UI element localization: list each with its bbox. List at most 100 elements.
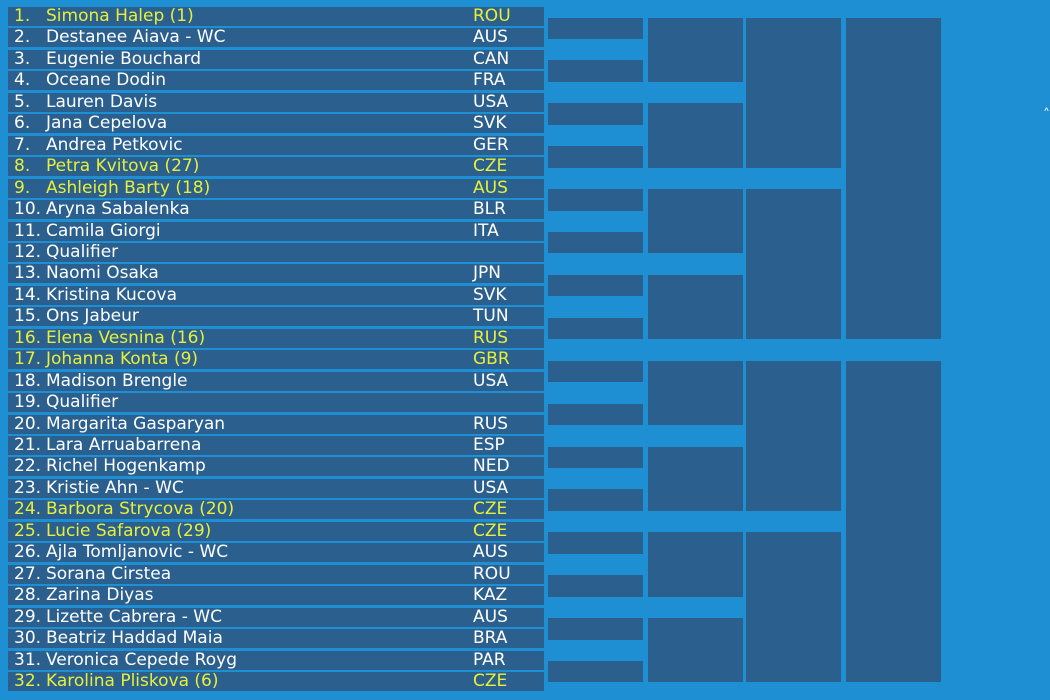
player-country: GBR bbox=[473, 349, 510, 370]
player-row: 7. Andrea Petkovic GER bbox=[8, 134, 544, 155]
player-name: Oceane Dodin bbox=[46, 70, 167, 91]
player-name: Lizette Cabrera - WC bbox=[46, 606, 222, 627]
player-country: JPN bbox=[473, 263, 501, 284]
player-number: 29. bbox=[14, 606, 42, 627]
bracket-match-round-2 bbox=[648, 274, 743, 340]
player-name: Ons Jabeur bbox=[46, 306, 139, 327]
edge-marker: ˄ bbox=[1043, 107, 1050, 123]
player-country: TUN bbox=[473, 306, 509, 327]
player-name: Richel Hogenkamp bbox=[46, 456, 206, 477]
bracket-match-round-1 bbox=[548, 575, 643, 597]
bracket-match-round-2 bbox=[648, 189, 743, 254]
bracket-match-round-2 bbox=[648, 360, 743, 426]
player-row: 14. Kristina Kucova SVK bbox=[8, 284, 544, 305]
player-number: 12. bbox=[14, 241, 42, 262]
player-row: 3. Eugenie Bouchard CAN bbox=[8, 48, 544, 69]
bracket-match-round-1 bbox=[548, 446, 643, 468]
player-row: 19. Qualifier bbox=[8, 392, 544, 413]
player-row: 29. Lizette Cabrera - WC AUS bbox=[8, 606, 544, 627]
player-number: 31. bbox=[14, 649, 42, 670]
player-number: 6. bbox=[14, 113, 31, 134]
bracket-match-round-1 bbox=[548, 146, 643, 168]
bracket-match-round-3 bbox=[746, 189, 841, 340]
player-name: Barbora Strycova (20) bbox=[46, 499, 235, 520]
player-name: Qualifier bbox=[46, 392, 119, 413]
bracket-match-round-2 bbox=[648, 618, 743, 683]
player-row: 27. Sorana Cirstea ROU bbox=[8, 563, 544, 584]
player-number: 15. bbox=[14, 306, 42, 327]
player-number: 16. bbox=[14, 327, 42, 348]
player-number: 23. bbox=[14, 477, 42, 498]
bracket-match-round-4 bbox=[846, 360, 941, 683]
player-name: Kristie Ahn - WC bbox=[46, 477, 184, 498]
player-number: 1. bbox=[14, 6, 31, 26]
bracket-match-round-3 bbox=[746, 360, 841, 511]
player-row: 28. Zarina Diyas KAZ bbox=[8, 585, 544, 606]
player-country: BRA bbox=[473, 628, 508, 649]
player-number: 5. bbox=[14, 91, 31, 112]
player-name: Lauren Davis bbox=[46, 91, 158, 112]
player-name: Sorana Cirstea bbox=[46, 563, 172, 584]
bracket-match-round-1 bbox=[548, 274, 643, 297]
player-row: 20. Margarita Gasparyan RUS bbox=[8, 413, 544, 434]
player-name: Aryna Sabalenka bbox=[46, 199, 190, 220]
player-country: USA bbox=[473, 370, 509, 391]
player-number: 10. bbox=[14, 199, 42, 220]
player-number: 26. bbox=[14, 542, 42, 563]
player-row: 11. Camila Giorgi ITA bbox=[8, 220, 544, 241]
player-name: Karolina Pliskova (6) bbox=[46, 670, 219, 691]
player-country: KAZ bbox=[473, 585, 508, 606]
player-country: USA bbox=[473, 477, 509, 498]
player-number: 20. bbox=[14, 413, 42, 434]
bracket-match-round-1 bbox=[548, 532, 643, 554]
bracket-match-round-1 bbox=[548, 103, 643, 125]
player-row: 17. Johanna Konta (9) GBR bbox=[8, 349, 544, 370]
player-number: 24. bbox=[14, 499, 42, 520]
player-row: 6. Jana Cepelova SVK bbox=[8, 113, 544, 134]
player-number: 8. bbox=[14, 156, 31, 177]
player-country: FRA bbox=[473, 70, 506, 91]
player-name: Petra Kvitova (27) bbox=[46, 156, 200, 177]
player-country: SVK bbox=[473, 284, 507, 305]
player-row: 15. Ons Jabeur TUN bbox=[8, 306, 544, 327]
player-number: 13. bbox=[14, 263, 42, 284]
player-name: Destanee Aiava - WC bbox=[46, 27, 226, 48]
player-number: 21. bbox=[14, 435, 42, 455]
player-number: 11. bbox=[14, 220, 42, 241]
bracket-match-round-1 bbox=[548, 403, 643, 426]
player-row: 18. Madison Brengle USA bbox=[8, 370, 544, 391]
player-number: 22. bbox=[14, 456, 42, 477]
player-number: 4. bbox=[14, 70, 31, 91]
player-name: Eugenie Bouchard bbox=[46, 48, 201, 69]
player-number: 19. bbox=[14, 392, 42, 413]
player-row: 10. Aryna Sabalenka BLR bbox=[8, 199, 544, 220]
player-row: 13. Naomi Osaka JPN bbox=[8, 263, 544, 284]
player-country: SVK bbox=[473, 113, 507, 134]
player-country: AUS bbox=[473, 542, 508, 563]
player-country: CZE bbox=[473, 499, 508, 520]
bracket-match-round-2 bbox=[648, 532, 743, 597]
player-row: 12. Qualifier bbox=[8, 241, 544, 262]
player-name: Simona Halep (1) bbox=[46, 6, 194, 26]
bracket-match-round-2 bbox=[648, 446, 743, 511]
player-country: BLR bbox=[473, 199, 506, 220]
player-country: NED bbox=[473, 456, 510, 477]
player-country: AUS bbox=[473, 177, 508, 198]
bracket-match-round-4 bbox=[846, 17, 941, 340]
bracket-match-round-1 bbox=[548, 360, 643, 383]
player-name: Kristina Kucova bbox=[46, 284, 178, 305]
player-name: Beatriz Haddad Maia bbox=[46, 628, 223, 649]
player-country: RUS bbox=[473, 327, 509, 348]
player-name: Madison Brengle bbox=[46, 370, 188, 391]
player-country: CAN bbox=[473, 48, 510, 69]
player-row: 5. Lauren Davis USA bbox=[8, 91, 544, 112]
player-name: Elena Vesnina (16) bbox=[46, 327, 206, 348]
player-row: 16. Elena Vesnina (16) RUS bbox=[8, 327, 544, 348]
player-row: 21. Lara Arruabarrena ESP bbox=[8, 436, 544, 455]
player-row: 1. Simona Halep (1) ROU bbox=[8, 7, 544, 26]
player-name: Jana Cepelova bbox=[46, 113, 168, 134]
player-row: 24. Barbora Strycova (20) CZE bbox=[8, 499, 544, 520]
player-name: Johanna Konta (9) bbox=[46, 349, 199, 370]
player-name: Andrea Petkovic bbox=[46, 134, 183, 155]
bracket-match-round-1 bbox=[548, 618, 643, 640]
